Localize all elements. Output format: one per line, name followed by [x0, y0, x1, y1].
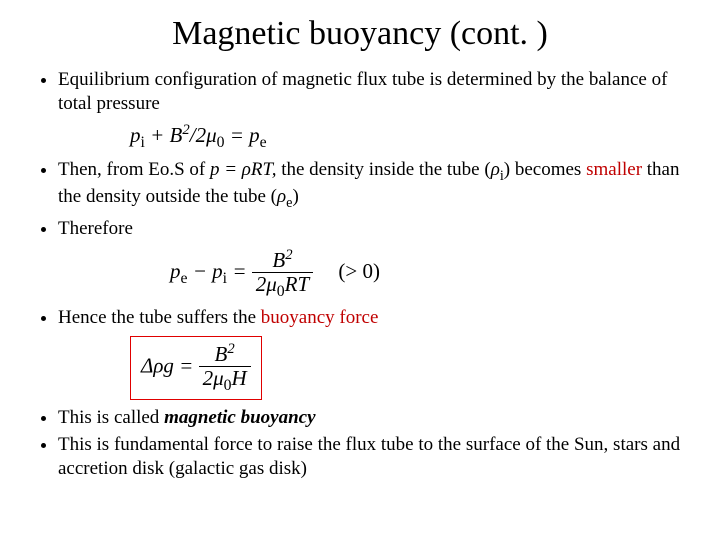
accent-smaller: smaller [586, 159, 642, 180]
bullet-list-2: Then, from Eo.S of p = ρRT, the density … [30, 158, 690, 241]
bullet-equilibrium: Equilibrium configuration of magnetic fl… [58, 68, 690, 116]
bullet-therefore: Therefore [58, 217, 690, 241]
bullet-magnetic-buoyancy: This is called magnetic buoyancy [58, 406, 690, 430]
equation-density-diff: pe − pi = B2 2μ0RT (> 0) [170, 247, 690, 301]
bullet-list-3: Hence the tube suffers the buoyancy forc… [30, 306, 690, 330]
equation-pressure-balance: pi + B2/2μ0 = pe [130, 122, 690, 152]
term-magnetic-buoyancy: magnetic buoyancy [164, 407, 315, 428]
slide-container: Magnetic buoyancy (cont. ) Equilibrium c… [0, 0, 720, 505]
bullet-list-4: This is called magnetic buoyancy This is… [30, 406, 690, 481]
equation-buoyancy-force: Δρg = B2 2μ0H [130, 336, 690, 400]
bullet-buoyancy: Hence the tube suffers the buoyancy forc… [58, 306, 690, 330]
slide-title: Magnetic buoyancy (cont. ) [30, 15, 690, 53]
bullet-eos: Then, from Eo.S of p = ρRT, the density … [58, 158, 690, 213]
accent-buoyancy: buoyancy force [261, 307, 379, 328]
bullet-fundamental: This is fundamental force to raise the f… [58, 433, 690, 481]
bullet-list: Equilibrium configuration of magnetic fl… [30, 68, 690, 116]
